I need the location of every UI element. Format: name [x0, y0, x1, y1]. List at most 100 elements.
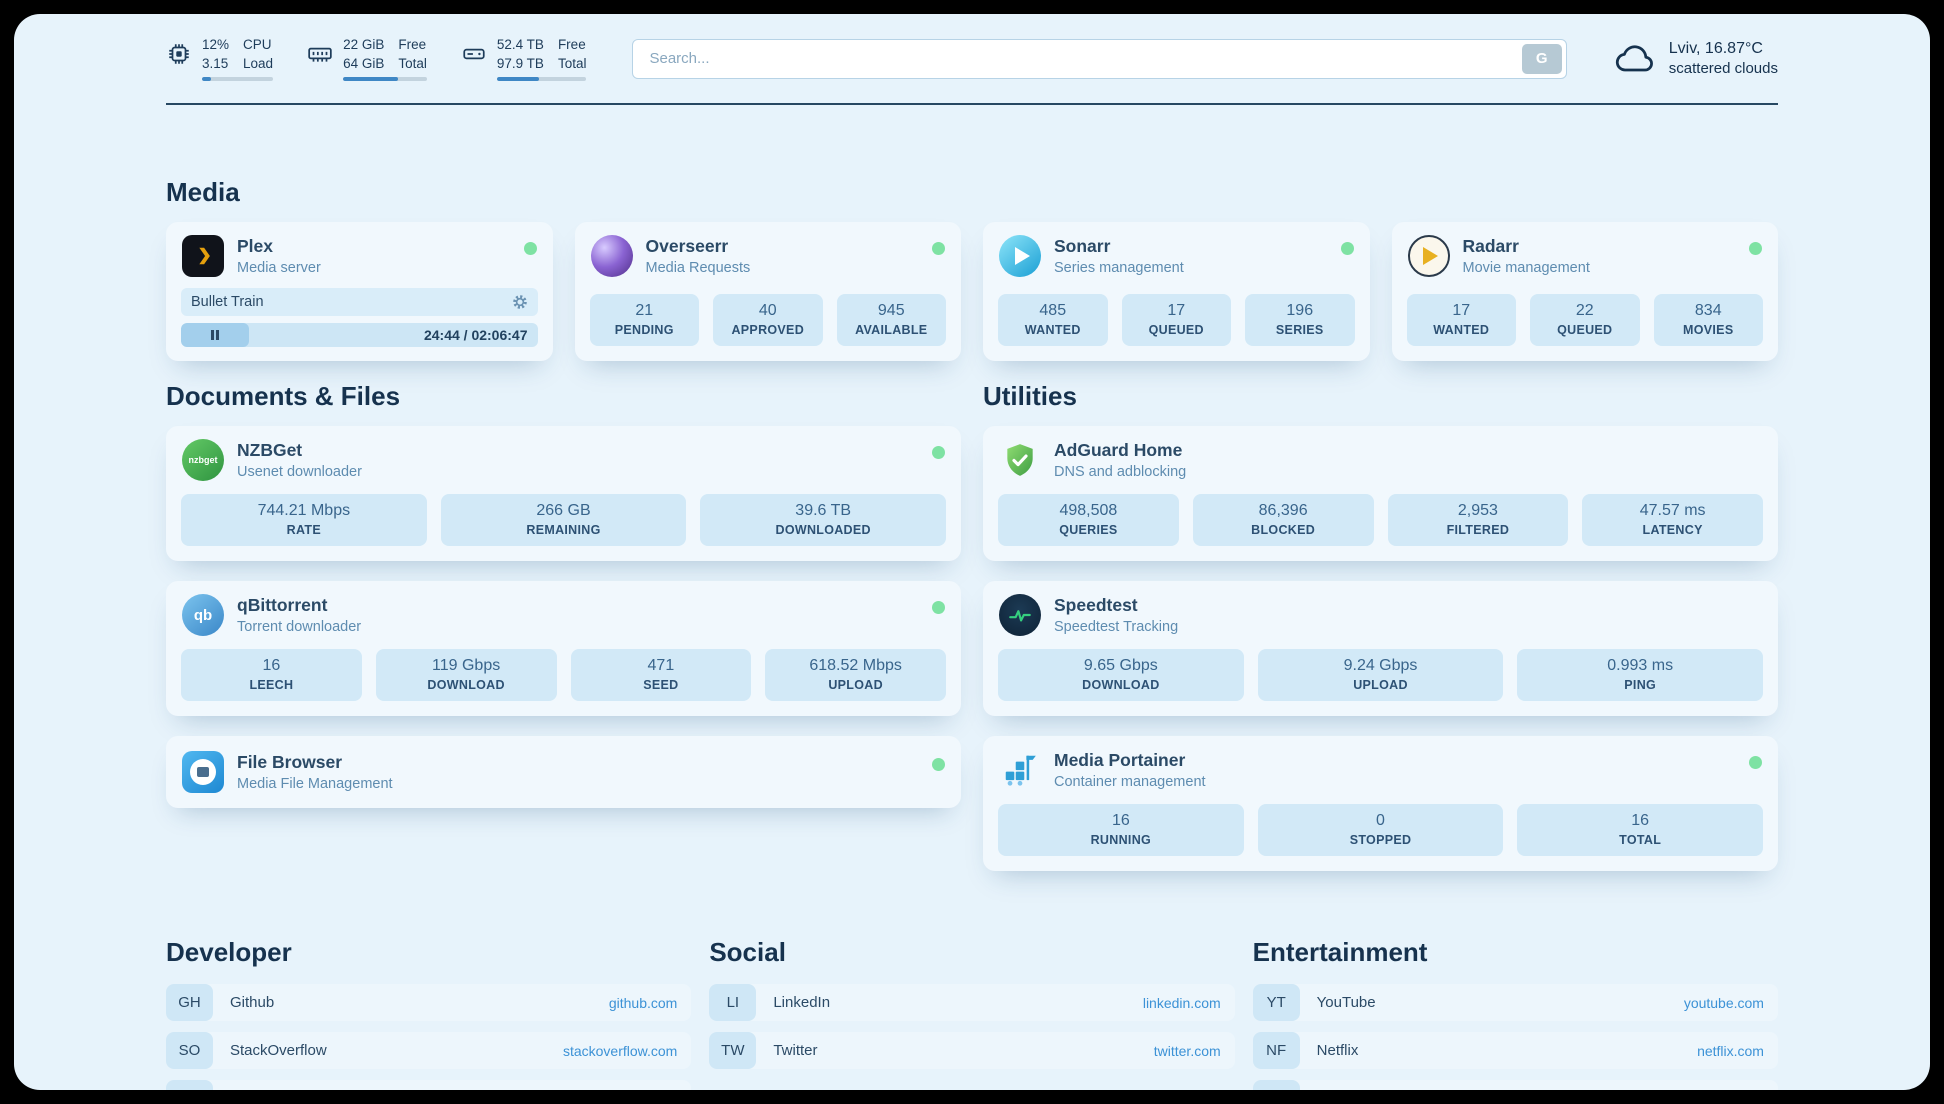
stat-tile: 266 GB REMAINING [440, 494, 687, 547]
bookmark-abbr: NF [1252, 1032, 1300, 1070]
stat-tile: 196 SERIES [1245, 294, 1355, 347]
stat-value: 485 [1039, 302, 1067, 320]
playback-progress: 24:44 / 02:06:47 [181, 323, 538, 348]
service-card-nzbget[interactable]: nzbget NZBGet Usenet downloader 744.21 M… [166, 426, 961, 562]
service-name: Plex [237, 236, 273, 257]
search-bar: G [632, 38, 1567, 79]
status-dot [932, 758, 945, 772]
service-card-speedtest[interactable]: Speedtest Speedtest Tracking 9.65 Gbps D… [983, 581, 1778, 717]
stat-label: WANTED [1433, 323, 1490, 338]
stat-tile: 9.24 Gbps UPLOAD [1257, 649, 1504, 702]
bookmark-url: youtube.com [1683, 994, 1764, 1011]
service-subtitle: DNS and adblocking [1054, 464, 1187, 481]
search-provider-button[interactable]: G [1521, 43, 1562, 74]
service-subtitle: Movie management [1462, 260, 1590, 277]
service-card-overseerr[interactable]: Overseerr Media Requests 21 PENDING 40 A… [574, 222, 961, 362]
stat-tile: 40 APPROVED [713, 294, 823, 347]
bookmark-abbr: YT [1252, 984, 1300, 1022]
service-card-qbittorrent[interactable]: qb qBittorrent Torrent downloader 16 LEE… [166, 581, 961, 717]
stat-label: MOVIES [1683, 323, 1734, 338]
service-card-radarr[interactable]: Radarr Movie management 17 WANTED 22 QUE… [1391, 222, 1778, 362]
bookmark-name: LinkedIn [773, 994, 831, 1012]
stat-value: 0.993 ms [1607, 657, 1674, 675]
stat-tile: 17 QUEUED [1121, 294, 1231, 347]
stat-value: 119 Gbps [432, 657, 501, 675]
stat-value: 471 [647, 657, 675, 675]
stat-value: 196 [1286, 302, 1314, 320]
gear-icon[interactable] [512, 294, 528, 310]
bookmark-dev[interactable]: DT DEV dev.to [166, 1080, 692, 1090]
service-card-portainer[interactable]: Media Portainer Container management 16 … [983, 736, 1778, 872]
status-dot [932, 242, 945, 256]
weather-widget: Lviv, 16.87°C scattered clouds [1613, 37, 1778, 81]
stat-label: QUEUED [1557, 323, 1613, 338]
bookmark-url: twitter.com [1153, 1042, 1221, 1059]
bookmark-abbr: TW [709, 1032, 757, 1070]
stat-label: AVAILABLE [855, 323, 928, 338]
cpu-bar [202, 77, 274, 82]
stat-tile: 39.6 TB DOWNLOADED [700, 494, 947, 547]
disk-total: 97.9 TB [496, 55, 544, 71]
bookmark-url: netflix.com [1697, 1042, 1764, 1059]
cpu-widget: 12% CPU 3.15 Load [166, 36, 274, 82]
bookmark-netflix[interactable]: NF Netflix netflix.com [1252, 1032, 1778, 1070]
documents-section: Documents & Files nzbget NZBGet Usenet d… [166, 381, 961, 891]
plex-icon [182, 235, 224, 278]
service-subtitle: Usenet downloader [237, 464, 362, 481]
bookmark-reddit[interactable]: RE Reddit reddit.com [1252, 1080, 1778, 1090]
stat-label: QUEUED [1148, 323, 1204, 338]
service-name: AdGuard Home [1054, 440, 1183, 461]
stat-label: REMAINING [526, 523, 601, 538]
cpu-percent: 12% [202, 37, 230, 52]
service-card-filebrowser[interactable]: File Browser Media File Management [166, 736, 961, 809]
disk-free: 52.4 TB [496, 37, 544, 52]
stat-value: 744.21 Mbps [257, 502, 351, 520]
cpu-load: 3.15 [202, 55, 229, 71]
stat-tile: 471 SEED [570, 649, 752, 702]
stat-tile: 21 PENDING [589, 294, 699, 347]
status-dot [1340, 242, 1354, 256]
ram-free: 22 GiB [343, 37, 385, 52]
status-dot [1749, 242, 1762, 256]
bookmark-url: linkedin.com [1142, 994, 1221, 1011]
cloud-icon [1613, 37, 1657, 81]
search-input[interactable] [632, 38, 1567, 79]
disk-total-label: Total [557, 55, 587, 71]
bookmark-abbr: RE [1252, 1080, 1300, 1090]
media-section: Plex Media server Bullet Train [166, 222, 1778, 362]
ram-widget: 22 GiB Free 64 GiB Total [307, 36, 427, 82]
stat-label: UPLOAD [1353, 678, 1408, 693]
stat-tile: 2,953 FILTERED [1387, 494, 1569, 547]
bookmark-github[interactable]: GH Github github.com [166, 984, 692, 1022]
bookmark-group-developer: Developer GH Github github.com SO StackO… [166, 937, 692, 1090]
ram-bar [343, 77, 427, 82]
bookmark-name: Github [230, 994, 275, 1012]
stat-tile: 744.21 Mbps RATE [181, 494, 427, 547]
filebrowser-icon [182, 751, 224, 794]
status-dot [1749, 756, 1762, 770]
service-card-sonarr[interactable]: Sonarr Series management 485 WANTED 17 Q… [983, 222, 1370, 362]
service-card-plex[interactable]: Plex Media server Bullet Train [166, 222, 553, 362]
stat-value: 16 [262, 657, 281, 675]
bookmark-name: Twitter [773, 1042, 818, 1060]
stat-label: BLOCKED [1251, 523, 1316, 538]
stat-value: 834 [1694, 302, 1722, 320]
now-playing-title: Bullet Train [191, 294, 264, 311]
bookmark-name: StackOverflow [230, 1042, 327, 1060]
bookmark-linkedin[interactable]: LI LinkedIn linkedin.com [709, 984, 1235, 1022]
bookmark-youtube[interactable]: YT YouTube youtube.com [1252, 984, 1778, 1022]
stat-label: STOPPED [1349, 833, 1412, 848]
bookmark-stackoverflow[interactable]: SO StackOverflow stackoverflow.com [166, 1032, 692, 1070]
bookmark-twitter[interactable]: TW Twitter twitter.com [709, 1032, 1235, 1070]
stat-label: LEECH [249, 678, 294, 693]
stat-tile: 119 Gbps DOWNLOAD [375, 649, 557, 702]
stat-value: 22 [1575, 302, 1594, 320]
weather-location: Lviv, 16.87°C [1668, 40, 1763, 58]
stat-value: 16 [1631, 812, 1650, 830]
service-card-adguard[interactable]: AdGuard Home DNS and adblocking 498,508 … [983, 426, 1778, 562]
stat-tile: 9.65 Gbps DOWNLOAD [998, 649, 1244, 702]
stat-label: DOWNLOAD [1082, 678, 1160, 693]
bookmark-group-entertainment: Entertainment YT YouTube youtube.com NF … [1252, 937, 1778, 1090]
bookmark-abbr: GH [166, 984, 213, 1022]
